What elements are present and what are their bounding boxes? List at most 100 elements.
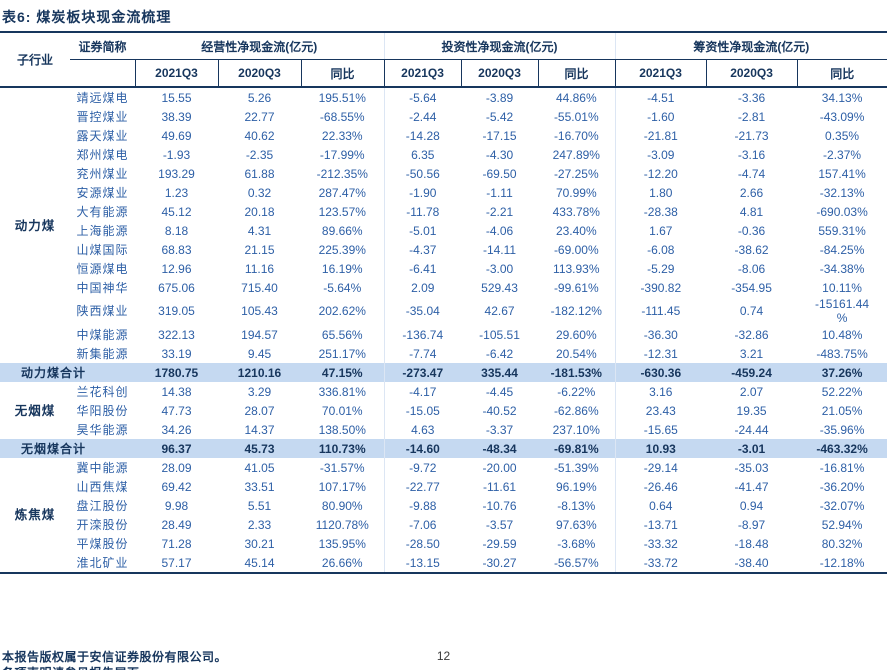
stock-name: 露天煤业 [76, 128, 129, 143]
table-row: 平煤股份 71.28 30.21 135.95% -28.50 -29.59 -3.68% -… [0, 534, 887, 553]
table-header: 子行业 证券简称 经营性净现金流(亿元) 投资性净现金流(亿元) 筹资性净现金流(亿元)… [0, 32, 887, 88]
total-cell: 47.15% [301, 363, 385, 382]
cell: 3.21 [739, 346, 764, 361]
cell: -14.11 [482, 242, 517, 257]
cell: -13.15 [383, 553, 462, 573]
cell: 80.32% [821, 536, 863, 551]
cell: -1.60 [614, 107, 707, 126]
stock-name: 中煤能源 [76, 327, 129, 342]
cell: -5.29 [614, 259, 707, 278]
cell: -4.45 [485, 384, 514, 399]
cell: -11.61 [482, 479, 517, 494]
cell: -99.61% [553, 280, 599, 295]
cell: 0.64 [614, 496, 707, 515]
cell: -43.09% [819, 109, 865, 124]
total-label: 动力煤合计 [0, 363, 135, 382]
col-subheader: 2020Q3 [705, 59, 798, 88]
cell: 202.62% [318, 304, 366, 318]
cell: -27.25% [553, 166, 599, 181]
cell: -354.95 [731, 280, 772, 295]
copyright-text: 本报告版权属于安信证券股份有限公司。 [2, 650, 228, 664]
table-row: 恒源煤电 12.96 11.16 16.19% -6.41 -3.00 113.93% -5.… [0, 259, 887, 278]
table-row: 华阳股份 47.73 28.07 70.01% -15.05 -40.52 -62.86% 2… [0, 401, 887, 420]
cell: 19.35 [736, 403, 767, 418]
cell: 287.47% [318, 185, 366, 200]
cell: 41.05 [244, 460, 275, 475]
stock-name: 盘江股份 [76, 498, 129, 513]
stock-name: 昊华能源 [76, 422, 129, 437]
cell: -182.12% [550, 304, 602, 318]
table-row: 新集能源 33.19 9.45 251.17% -7.74 -6.42 20.54% -12.… [0, 344, 887, 363]
cell: -2.21 [485, 204, 514, 219]
table-row: 陕西煤业 319.05 105.43 202.62% -35.04 42.67 -182.1… [0, 297, 887, 325]
page-footer: 本报告版权属于安信证券股份有限公司。 12 各项声明请参见报告尾页。 [0, 637, 887, 670]
cell: 2.09 [383, 278, 462, 297]
cell: 49.69 [161, 128, 192, 143]
cell: -3.36 [737, 90, 766, 105]
cell: 107.17% [318, 479, 366, 494]
cell: -7.06 [383, 515, 462, 534]
cell: 3.16 [614, 382, 707, 401]
total-cell: -48.34 [461, 439, 539, 458]
cell: 1.80 [614, 183, 707, 202]
cell: -4.30 [485, 147, 514, 162]
cell: 15.55 [161, 90, 192, 105]
total-cell: 96.37 [135, 439, 218, 458]
cell: -7.74 [383, 344, 462, 363]
cell: -28.50 [383, 534, 462, 553]
cell: 68.83 [161, 242, 192, 257]
cell: 195.51% [318, 90, 366, 105]
col-subheader: 同比 [796, 59, 887, 88]
cell: 322.13 [158, 327, 195, 342]
table-row: 动力煤 靖远煤电 15.55 5.26 195.51% -5.64 -3.89 44.86% -… [0, 87, 887, 233]
cell: 52.94% [821, 517, 863, 532]
stock-name: 安源煤业 [76, 185, 129, 200]
cell: -483.75% [816, 346, 868, 361]
cell: 0.94 [739, 498, 764, 513]
cell: 4.81 [739, 204, 764, 219]
cell: 20.18 [244, 204, 275, 219]
cell: -2.37% [823, 147, 862, 162]
col-subheader: 同比 [537, 59, 616, 88]
cell: 225.39% [318, 242, 366, 257]
cell: -2.81 [737, 109, 766, 124]
cell: -1.11 [486, 185, 513, 200]
table-row: 安源煤业 1.23 0.32 287.47% -1.90 -1.11 70.99% 1.80 2… [0, 183, 887, 202]
stock-name: 兰花科创 [76, 384, 129, 399]
cell: -40.52 [482, 403, 517, 418]
cell: -32.86 [734, 327, 769, 342]
cell: -22.77 [383, 477, 462, 496]
cell: -35.03 [734, 460, 769, 475]
cell: -5.42 [485, 109, 514, 124]
page-number: 12 [436, 649, 451, 663]
table-row: 大有能源 45.12 20.18 123.57% -11.78 -2.21 433.78% -… [0, 202, 887, 221]
stock-name: 淮北矿业 [76, 555, 129, 570]
cell: -15161.44 % [815, 297, 870, 325]
cell: -13.71 [614, 515, 707, 534]
cell: 34.26 [161, 422, 192, 437]
cell: 9.45 [247, 346, 272, 361]
table-row: 盘江股份 9.98 5.51 80.90% -9.88 -10.76 -8.13% 0.64 0… [0, 496, 887, 515]
cell: -390.82 [614, 278, 707, 297]
cell: -2.44 [383, 107, 462, 126]
table-row: 郑州煤电 -1.93 -2.35 -17.99% 6.35 -4.30 247.89% -3.… [0, 145, 887, 164]
table-row: 开滦股份 28.49 2.33 1120.78% -7.06 -3.57 97.63% -13… [0, 515, 887, 534]
table-row: 中国神华 675.06 715.40 -5.64% 2.09 529.43 -99.61% -… [0, 278, 887, 297]
cell: 40.62 [244, 128, 275, 143]
cell: -6.08 [614, 240, 707, 259]
cell: -111.45 [614, 297, 707, 325]
cell: 5.26 [247, 90, 272, 105]
cashflow-table: 子行业 证券简称 经营性净现金流(亿元) 投资性净现金流(亿元) 筹资性净现金流(亿元)… [0, 31, 887, 574]
stock-name: 山煤国际 [76, 242, 129, 257]
cell: -4.51 [614, 87, 707, 107]
cell: 157.41% [818, 166, 866, 181]
stock-name: 陕西煤业 [76, 304, 129, 318]
cell: 21.15 [244, 242, 275, 257]
table-row: 无烟煤 兰花科创 14.38 3.29 336.81% -4.17 -4.45 -6.22% 3… [0, 382, 887, 418]
header-spacer [70, 59, 135, 88]
total-cell: -273.47 [383, 363, 462, 382]
cell: 57.17 [161, 555, 192, 570]
industry-label: 无烟煤 [14, 403, 56, 418]
cell: -3.57 [485, 517, 514, 532]
cell: -3.09 [614, 145, 707, 164]
